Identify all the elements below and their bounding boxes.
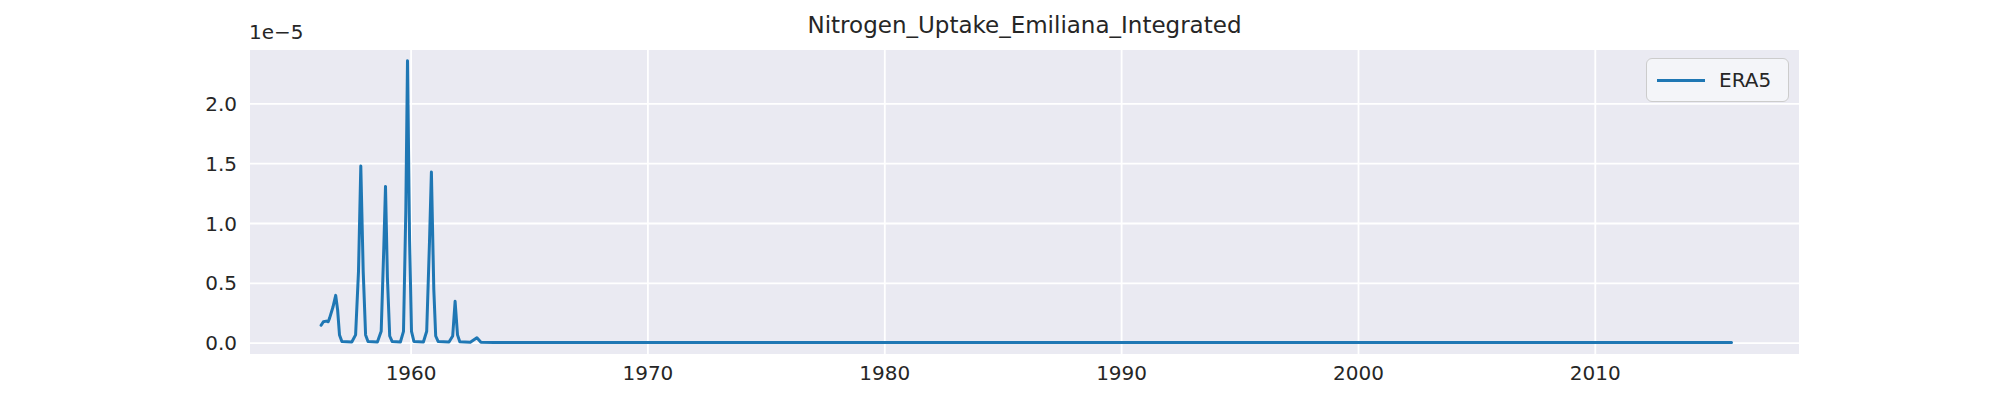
y-axis-offset-text: 1e−5	[249, 20, 304, 44]
y-tick-label: 0.5	[0, 271, 237, 295]
figure: Nitrogen_Uptake_Emiliana_Integrated 1e−5…	[0, 0, 2000, 400]
x-tick-label: 2010	[1535, 361, 1655, 385]
legend-line-sample-icon	[1657, 79, 1705, 82]
y-tick-label: 0.0	[0, 331, 237, 355]
x-tick-label: 1980	[825, 361, 945, 385]
y-tick-label: 2.0	[0, 92, 237, 116]
legend: ERA5	[1646, 58, 1789, 102]
x-tick-label: 1970	[588, 361, 708, 385]
x-tick-label: 2000	[1299, 361, 1419, 385]
chart-title: Nitrogen_Uptake_Emiliana_Integrated	[250, 11, 1799, 39]
plot-area: ERA5	[250, 50, 1799, 354]
legend-label: ERA5	[1719, 68, 1771, 92]
y-tick-label: 1.0	[0, 212, 237, 236]
x-tick-label: 1960	[351, 361, 471, 385]
line-plot-canvas	[250, 50, 1799, 354]
x-tick-label: 1990	[1062, 361, 1182, 385]
y-tick-label: 1.5	[0, 152, 237, 176]
